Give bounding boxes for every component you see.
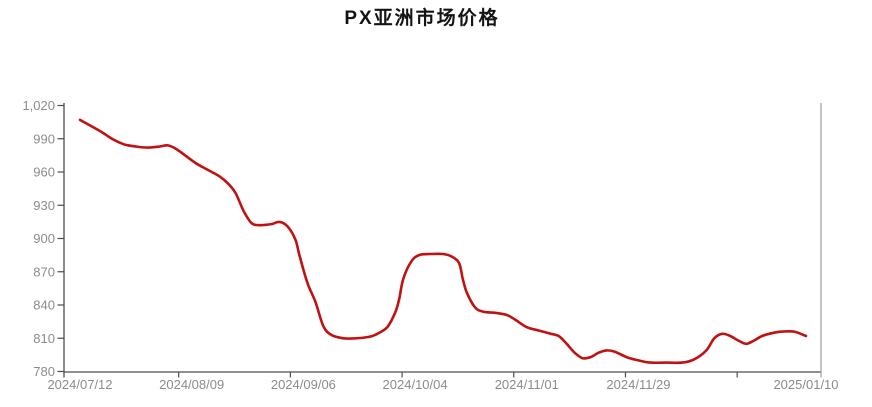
price-line [78, 118, 808, 365]
y-tick-label: 840 [33, 298, 55, 313]
x-tick-label: 2024/10/04 [383, 377, 448, 392]
y-tick-label: 780 [33, 364, 55, 379]
y-tick-label: 810 [33, 331, 55, 346]
y-tick-label: 960 [33, 165, 55, 180]
x-tick-label: 2024/09/06 [271, 377, 336, 392]
x-tick-label: 2024/11/01 [495, 377, 559, 392]
y-tick-label: 990 [33, 131, 55, 146]
y-tick-label: 1,020 [22, 98, 55, 113]
x-tick-label: 2024/11/29 [606, 377, 670, 392]
y-tick-label: 930 [33, 198, 55, 213]
x-tick-label: 2024/07/12 [47, 377, 112, 392]
x-tick-label: 2025/01/10 [773, 377, 838, 392]
chart-title: PX亚洲市场价格 [344, 8, 500, 29]
x-tick-label: 2024/08/09 [159, 377, 224, 392]
y-tick-label: 900 [33, 231, 55, 246]
y-tick-label: 870 [33, 264, 55, 279]
